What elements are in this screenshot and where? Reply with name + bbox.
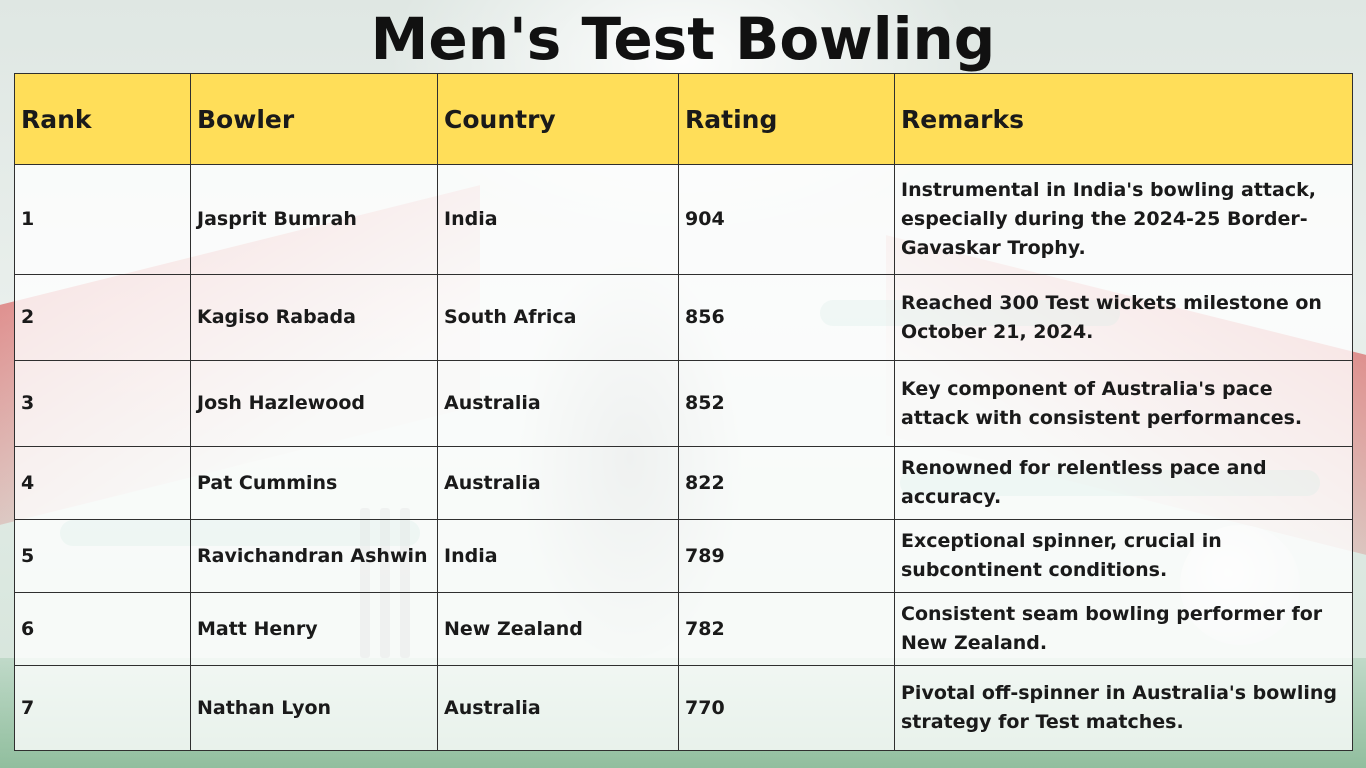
cell-rank: 1 [14,164,191,275]
table-header-row: Rank Bowler Country Rating Remarks [14,73,1353,165]
cell-country: Australia [437,665,679,751]
cell-remarks: Renowned for relentless pace and accurac… [894,446,1353,520]
cell-bowler: Kagiso Rabada [190,274,438,361]
cell-country: India [437,519,679,593]
cell-remarks: Reached 300 Test wickets milestone on Oc… [894,274,1353,361]
cell-bowler: Josh Hazlewood [190,360,438,447]
table-row: 3 Josh Hazlewood Australia 852 Key compo… [14,360,1353,447]
cell-bowler: Jasprit Bumrah [190,164,438,275]
cell-bowler: Nathan Lyon [190,665,438,751]
cell-country: Australia [437,360,679,447]
cell-remarks: Key component of Australia's pace attack… [894,360,1353,447]
cell-remarks: Exceptional spinner, crucial in subconti… [894,519,1353,593]
header-country: Country [437,73,679,165]
cell-rating: 904 [678,164,895,275]
header-rating: Rating [678,73,895,165]
cell-remarks: Pivotal off-spinner in Australia's bowli… [894,665,1353,751]
table-row: 5 Ravichandran Ashwin India 789 Exceptio… [14,519,1353,593]
header-rank: Rank [14,73,191,165]
cell-country: New Zealand [437,592,679,666]
cell-rank: 4 [14,446,191,520]
table-row: 4 Pat Cummins Australia 822 Renowned for… [14,446,1353,520]
cell-rating: 822 [678,446,895,520]
table-row: 7 Nathan Lyon Australia 770 Pivotal off-… [14,665,1353,751]
cell-bowler: Pat Cummins [190,446,438,520]
cell-rank: 3 [14,360,191,447]
cell-rating: 770 [678,665,895,751]
cell-rank: 2 [14,274,191,361]
cell-country: India [437,164,679,275]
header-bowler: Bowler [190,73,438,165]
cell-rating: 852 [678,360,895,447]
cell-country: Australia [437,446,679,520]
cell-bowler: Ravichandran Ashwin [190,519,438,593]
cell-rank: 5 [14,519,191,593]
cell-rank: 7 [14,665,191,751]
table-row: 1 Jasprit Bumrah India 904 Instrumental … [14,164,1353,275]
cell-rating: 789 [678,519,895,593]
bowling-rankings-table: Rank Bowler Country Rating Remarks 1 Jas… [14,73,1353,751]
cell-remarks: Consistent seam bowling performer for Ne… [894,592,1353,666]
cell-remarks: Instrumental in India's bowling attack, … [894,164,1353,275]
cell-rating: 856 [678,274,895,361]
cell-rating: 782 [678,592,895,666]
header-remarks: Remarks [894,73,1353,165]
cell-country: South Africa [437,274,679,361]
table-row: 2 Kagiso Rabada South Africa 856 Reached… [14,274,1353,361]
page-title: Men's Test Bowling [370,5,996,73]
cell-bowler: Matt Henry [190,592,438,666]
table-row: 6 Matt Henry New Zealand 782 Consistent … [14,592,1353,666]
cell-rank: 6 [14,592,191,666]
